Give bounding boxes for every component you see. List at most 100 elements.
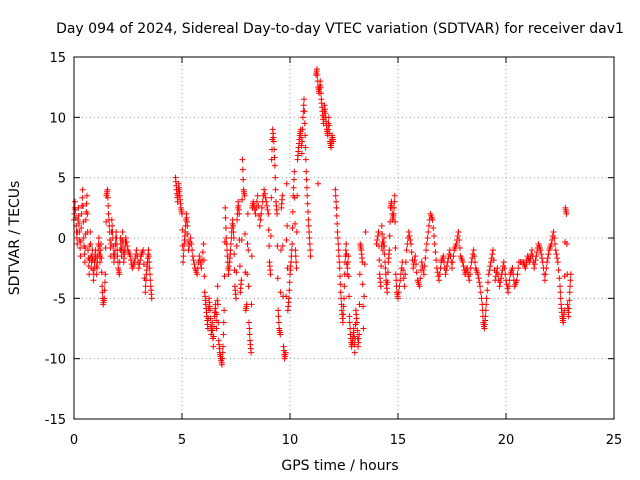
data-point: [264, 206, 271, 213]
data-point: [300, 102, 307, 109]
data-point: [433, 257, 440, 264]
data-point: [246, 325, 253, 332]
data-point: [402, 259, 409, 266]
data-point: [210, 343, 217, 350]
x-tick-label: 0: [70, 433, 78, 448]
data-point: [263, 198, 270, 205]
data-point: [277, 331, 284, 338]
data-point: [306, 228, 313, 235]
data-point: [230, 222, 237, 229]
data-point: [531, 265, 538, 272]
data-point: [102, 271, 109, 278]
data-point: [194, 271, 201, 278]
data-point: [101, 279, 108, 286]
data-point: [335, 253, 342, 260]
data-point: [283, 180, 290, 187]
data-point: [401, 283, 408, 290]
data-point: [307, 247, 314, 254]
data-point: [431, 241, 438, 248]
data-point: [384, 269, 391, 276]
data-point: [436, 277, 443, 284]
data-point: [317, 78, 324, 85]
data-point: [271, 146, 278, 153]
data-point: [456, 245, 463, 252]
data-point: [272, 186, 279, 193]
data-point: [490, 257, 497, 264]
data-point: [378, 263, 385, 270]
data-point: [258, 204, 265, 211]
data-point: [94, 265, 101, 272]
data-point: [80, 202, 86, 209]
data-point: [210, 333, 217, 340]
data-point: [113, 228, 120, 235]
data-point: [81, 251, 88, 258]
data-point: [230, 228, 237, 235]
data-point: [303, 184, 310, 191]
data-point: [196, 253, 203, 260]
data-point: [533, 249, 540, 256]
data-point: [184, 222, 191, 229]
data-point: [541, 277, 548, 284]
data-point: [550, 228, 557, 235]
data-point: [467, 271, 473, 278]
y-tick-label: -15: [45, 413, 66, 428]
data-point: [72, 198, 79, 205]
data-point: [487, 263, 494, 270]
data-point: [471, 253, 478, 260]
data-point: [453, 241, 460, 248]
data-point: [513, 277, 520, 284]
data-point: [83, 192, 90, 199]
data-point: [79, 186, 86, 193]
data-point: [79, 194, 86, 201]
data-point: [84, 210, 91, 217]
data-point: [485, 279, 491, 286]
data-point: [248, 253, 255, 260]
x-tick-label: 15: [390, 433, 407, 448]
data-point: [379, 230, 386, 237]
data-point: [455, 228, 462, 235]
data-point: [199, 249, 206, 256]
data-point: [104, 186, 111, 193]
data-point: [411, 257, 418, 264]
data-point: [523, 261, 530, 268]
data-point: [466, 277, 473, 284]
data-point: [346, 313, 353, 320]
data-point: [424, 235, 431, 241]
data-point: [187, 235, 194, 241]
data-point: [289, 241, 296, 248]
data-point: [317, 90, 324, 97]
data-point: [209, 327, 216, 334]
data-point: [304, 200, 311, 207]
data-point: [223, 235, 230, 241]
data-point: [213, 311, 220, 318]
data-point: [552, 247, 559, 254]
data-point: [360, 303, 367, 310]
data-point: [330, 138, 337, 145]
data-point: [234, 216, 241, 223]
data-point: [190, 257, 197, 264]
data-point: [396, 283, 403, 290]
x-tick-labels: 0 5 10 15 20 25: [70, 433, 622, 448]
data-point: [333, 198, 340, 205]
data-point: [472, 259, 479, 266]
data-point: [341, 283, 348, 290]
data-point: [340, 303, 347, 310]
data-point: [230, 235, 237, 241]
data-point: [545, 251, 552, 258]
data-point: [244, 241, 251, 248]
plot-frame: [73, 56, 615, 420]
data-point: [301, 108, 308, 115]
data-point: [244, 210, 251, 217]
data-point: [413, 261, 419, 268]
data-point: [421, 263, 428, 270]
data-point: [443, 267, 450, 274]
data-point: [443, 263, 450, 270]
data-point: [337, 273, 344, 280]
data-point: [407, 241, 414, 248]
data-point: [544, 255, 551, 262]
data-point: [298, 150, 305, 157]
chart-title: Day 094 of 2024, Sidereal Day-to-day VTE…: [56, 21, 624, 37]
data-point: [539, 255, 545, 262]
data-point: [557, 283, 563, 290]
data-point: [220, 319, 227, 326]
